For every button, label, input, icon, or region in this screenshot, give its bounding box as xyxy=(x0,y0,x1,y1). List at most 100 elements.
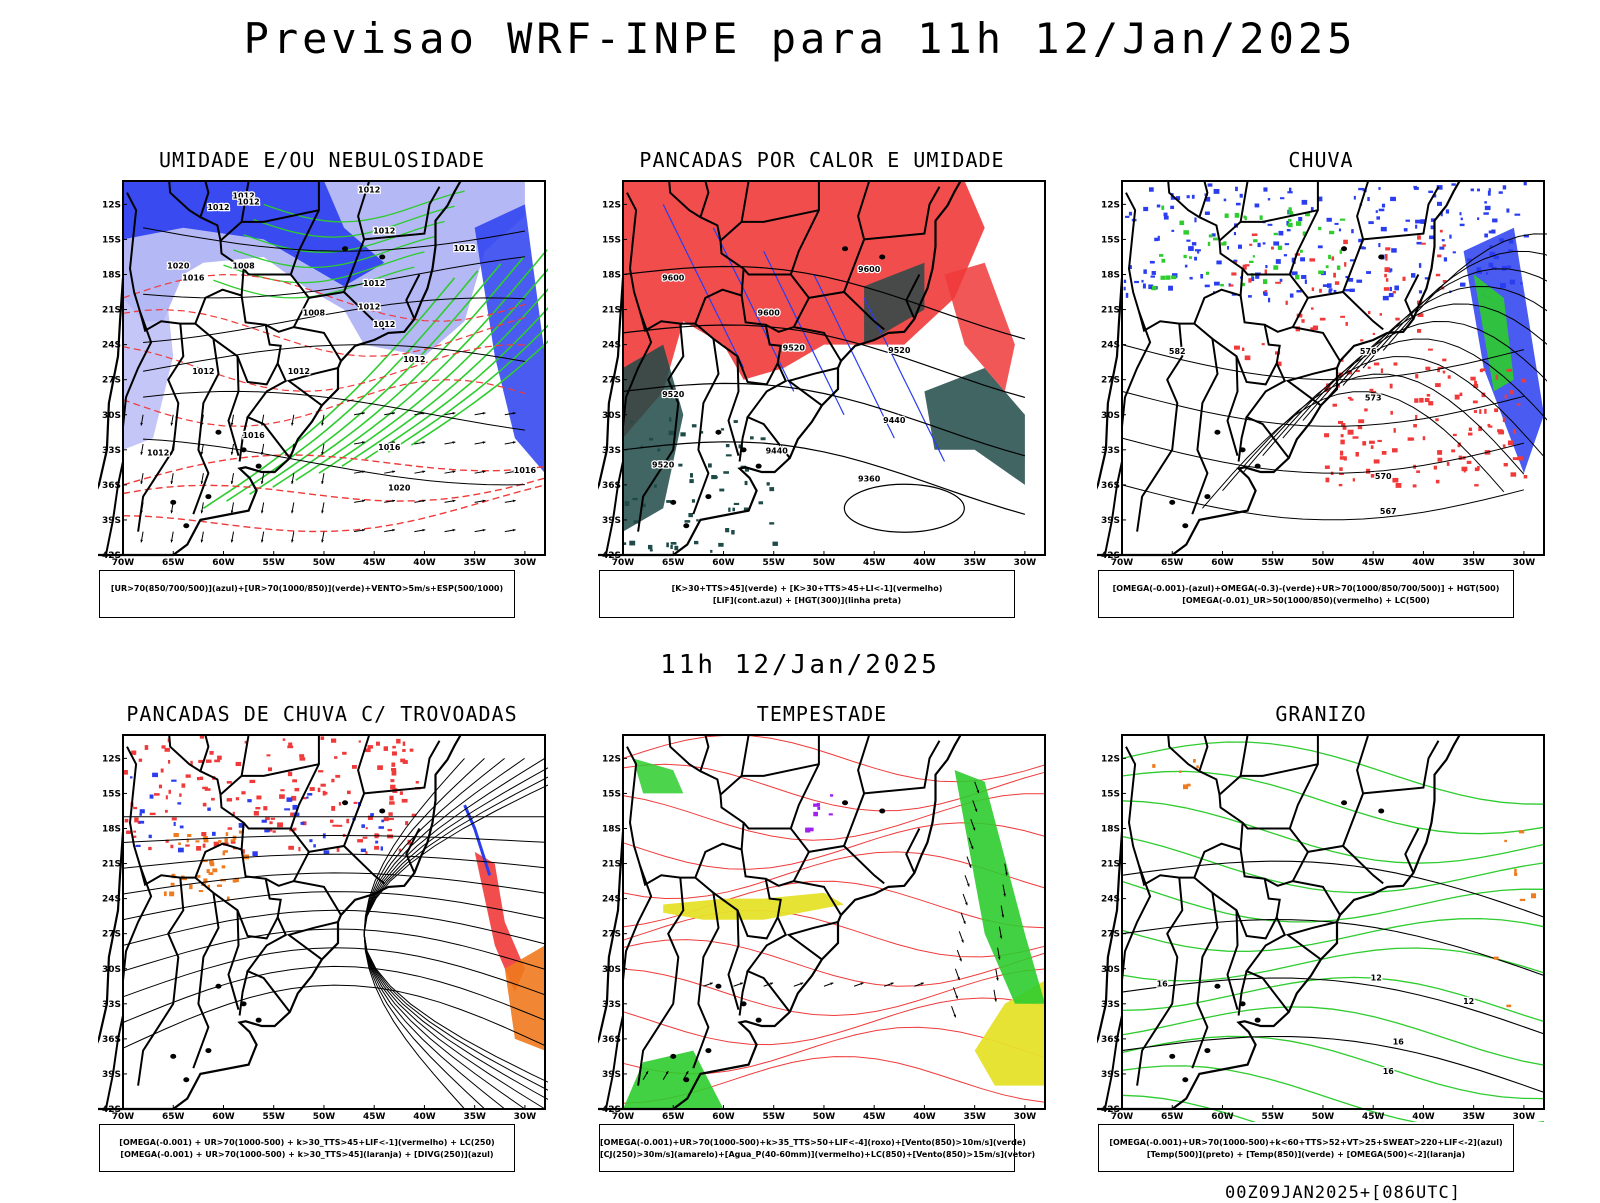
wind-vector xyxy=(974,781,980,794)
shower-speckle xyxy=(725,528,730,533)
country-border xyxy=(240,849,291,1013)
rain-speckle-red xyxy=(1435,479,1440,484)
country-border xyxy=(792,851,842,916)
lat-tick-label: 21S xyxy=(1101,860,1120,870)
rain-speckle-red xyxy=(1417,313,1424,317)
rain-speckle-blue xyxy=(1207,183,1213,187)
storm-speckle-red xyxy=(161,745,166,749)
shower-speckle xyxy=(731,530,735,535)
country-border xyxy=(1307,290,1384,331)
rain-speckle-green xyxy=(1161,258,1166,263)
storm-speckle-red xyxy=(263,806,268,811)
panel-tempestade: TEMPESTADE 12S 15S 18S 21S 24S 27S 30S 33S 36S 39… xyxy=(578,702,1066,1192)
rain-speckle-red xyxy=(1473,383,1479,388)
storm-speckle-blue xyxy=(135,844,141,847)
storm-speckle-orange xyxy=(195,840,200,843)
coastline xyxy=(98,734,462,1111)
lon-tick-label: 60W xyxy=(1211,1112,1234,1122)
storm-speckle-red xyxy=(134,817,139,823)
rain-speckle-red xyxy=(1385,247,1391,251)
rain-speckle-red xyxy=(1301,319,1305,323)
rain-speckle-blue xyxy=(1284,243,1290,246)
rain-speckle-blue xyxy=(1254,203,1260,208)
country-border xyxy=(742,822,791,830)
map-frame xyxy=(122,180,546,556)
wind-vector xyxy=(993,989,997,1002)
legend-line-2: [CJ(250)>30m/s](amarelo)+[Agua_P(40-60mm… xyxy=(600,1150,1036,1159)
wind-vector-head xyxy=(645,1071,649,1075)
country-border xyxy=(699,734,710,772)
rain-speckle-blue xyxy=(1141,279,1144,283)
hail-speckle-orange xyxy=(1519,898,1526,902)
rain-speckle-blue xyxy=(1123,286,1126,291)
map-frame xyxy=(122,734,546,1110)
contour-label: 1020 xyxy=(167,262,190,271)
contour-label: 1012 xyxy=(373,227,395,236)
contour-label: 1016 xyxy=(182,273,205,282)
map-umidade: 1012101210121012101210121008101610201012… xyxy=(98,180,548,568)
contour-label: 1008 xyxy=(232,262,255,271)
rain-speckle-blue xyxy=(1213,189,1220,194)
rain-speckle-red xyxy=(1424,398,1430,402)
shower-speckle xyxy=(744,480,748,486)
rain-speckle-red xyxy=(1507,440,1513,446)
rain-speckle-blue xyxy=(1326,217,1332,222)
rain-speckle-blue xyxy=(1415,224,1418,229)
rain-speckle-red xyxy=(1389,383,1393,389)
run-label: 00Z09JAN2025+[086UTC] xyxy=(1225,1183,1461,1203)
storm-speckle-blue xyxy=(148,834,152,839)
rain-speckle-red xyxy=(1506,368,1513,372)
storm-speckle-red xyxy=(133,752,136,756)
country-border xyxy=(719,734,750,796)
contour-label: 1012 xyxy=(373,320,395,329)
storm-speckle-red xyxy=(217,755,222,760)
storm-speckle-orange xyxy=(238,830,243,834)
rain-speckle-blue xyxy=(1186,239,1191,242)
storm-speckle-red xyxy=(199,735,205,739)
rain-speckle-red xyxy=(1343,239,1348,245)
storm-speckle-orange xyxy=(230,839,236,842)
rain-speckle-blue xyxy=(1440,211,1443,217)
rain-speckle-green xyxy=(1213,237,1219,241)
storm-speckle-red xyxy=(357,839,364,843)
storm-speckle-blue xyxy=(207,807,211,811)
shower-speckle xyxy=(725,454,732,457)
wind-vector xyxy=(354,470,366,474)
country-border xyxy=(808,844,885,885)
humidity-contour-green xyxy=(387,324,548,453)
hgt300-contour xyxy=(622,265,1026,340)
jet-area-yellow xyxy=(974,980,1045,1086)
storm-speckle-red xyxy=(198,759,204,764)
storm-speckle-orange xyxy=(173,833,179,838)
lon-tick-label: 55W xyxy=(262,558,285,568)
wind-vector-head xyxy=(392,441,396,444)
country-border xyxy=(1342,180,1370,293)
rain-speckle-blue xyxy=(1238,244,1242,249)
shower-speckle xyxy=(674,545,679,551)
rain-speckle-red xyxy=(1325,477,1330,483)
wind-vector-head xyxy=(961,939,964,943)
rain-speckle-red xyxy=(1470,376,1476,381)
country-border xyxy=(692,338,720,515)
rain-speckle-green xyxy=(1183,230,1189,235)
shower-speckle xyxy=(728,507,731,512)
storm-speckle-orange xyxy=(189,884,193,890)
rain-speckle-red xyxy=(1324,465,1330,469)
country-border xyxy=(786,367,839,407)
rain-speckle-red xyxy=(1435,418,1439,422)
rain-speckle-blue xyxy=(1441,239,1445,242)
country-border xyxy=(765,877,795,887)
wind-vector xyxy=(474,528,486,533)
rain-speckle-blue xyxy=(1484,233,1488,238)
rain-speckle-green xyxy=(1287,222,1293,228)
rain-speckle-red xyxy=(1428,348,1433,351)
shower-speckle xyxy=(733,502,740,506)
wind-vector xyxy=(504,441,516,445)
rain-speckle-green xyxy=(1171,275,1177,280)
lif-contour-blue xyxy=(813,274,895,439)
wind-vector-head xyxy=(997,956,1001,960)
rain-speckle-red xyxy=(1352,436,1359,439)
country-border xyxy=(843,180,871,293)
rain-speckle-red xyxy=(1428,401,1434,406)
rain-speckle-blue xyxy=(1170,196,1176,200)
